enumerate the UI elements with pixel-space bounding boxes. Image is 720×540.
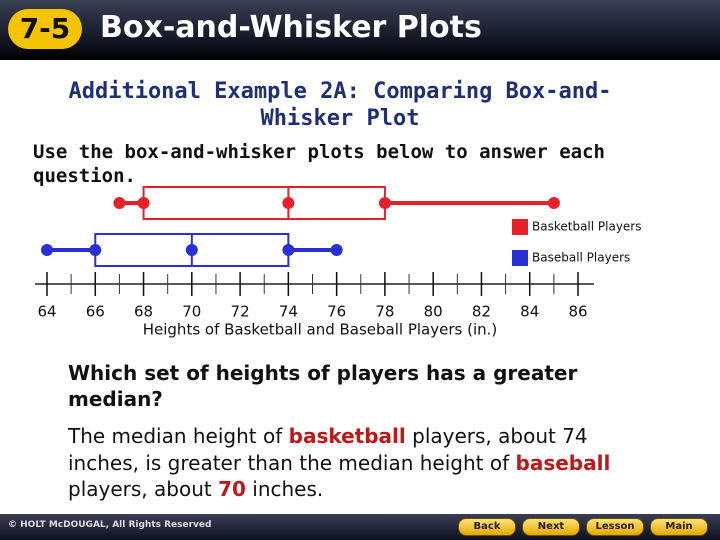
x-tick-label: 64 <box>37 303 56 321</box>
legend-swatch <box>512 219 528 235</box>
point <box>137 197 150 209</box>
answer-text: players, about <box>68 477 219 501</box>
x-tick-label: 84 <box>520 303 539 321</box>
lesson-title: Box-and-Whisker Plots <box>100 10 482 45</box>
point <box>41 244 53 256</box>
x-tick-label: 86 <box>568 303 587 321</box>
question: Which set of heights of players has a gr… <box>68 361 578 411</box>
box-plot-chart: 64 66 68 70 72 74 76 78 80 82 84 86 Heights of Baske… <box>35 186 642 339</box>
answer: The median height of basketball players,… <box>68 423 658 503</box>
point <box>113 197 126 209</box>
point <box>89 244 102 256</box>
copyright: © HOLT McDOUGAL, All Rights Reserved <box>8 520 212 530</box>
x-tick-label: 66 <box>86 303 105 321</box>
box <box>142 186 386 220</box>
next-button[interactable]: Next <box>522 518 580 536</box>
x-tick-label: 80 <box>424 303 443 321</box>
back-button[interactable]: Back <box>458 518 516 536</box>
answer-text: players, about 74 inches, is greater tha… <box>68 424 588 475</box>
header-bar: 7-5 Box-and-Whisker Plots <box>0 0 720 60</box>
lesson-badge: 7-5 <box>8 9 82 49</box>
legend-label: Baseball Players <box>532 251 630 265</box>
instruction: Use the box-and-whisker plots below to a… <box>33 141 605 187</box>
lesson-button[interactable]: Lesson <box>586 518 644 536</box>
x-tick-label: 68 <box>134 303 153 321</box>
answer-text: The median height of <box>68 424 289 448</box>
point <box>185 244 198 256</box>
point <box>378 197 391 209</box>
answer-highlight: basketball <box>288 424 406 448</box>
answer-text: inches. <box>245 477 324 501</box>
x-tick-label: 74 <box>279 303 298 321</box>
legend-swatch <box>512 250 528 266</box>
x-tick-label: 78 <box>375 303 394 321</box>
point <box>330 244 343 256</box>
x-tick-label: 70 <box>182 303 201 321</box>
example-heading: Additional Example 2A: Comparing Box-and… <box>68 79 612 131</box>
nav-buttons: Back Next Lesson Main <box>458 518 708 536</box>
x-tick-label: 72 <box>231 303 250 321</box>
footer-bar: © HOLT McDOUGAL, All Rights Reserved Bac… <box>0 514 720 540</box>
point <box>547 197 560 209</box>
point <box>282 244 295 256</box>
answer-highlight: 70 <box>218 477 246 501</box>
x-axis-label: Heights of Basketball and Baseball Playe… <box>143 321 498 339</box>
legend-label: Basketball Players <box>532 220 642 234</box>
answer-highlight: baseball <box>515 450 611 475</box>
x-tick-label: 82 <box>472 303 491 321</box>
x-tick-label: 76 <box>327 303 346 321</box>
main-button[interactable]: Main <box>650 518 708 536</box>
point <box>282 197 295 209</box>
